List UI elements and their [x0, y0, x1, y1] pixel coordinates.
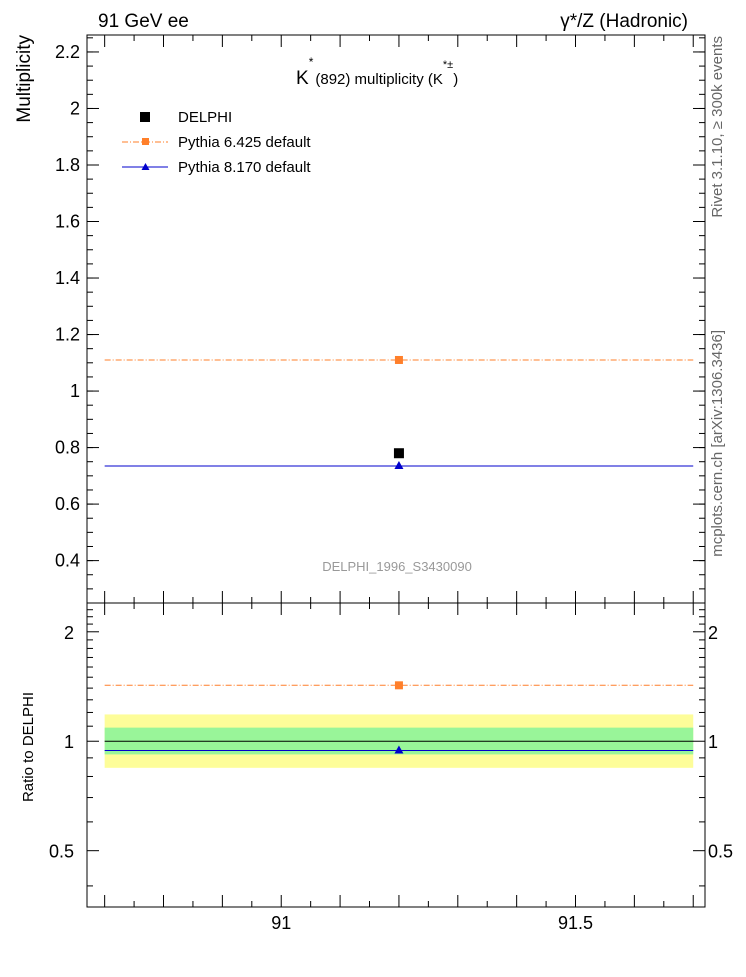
main-y-tick-label: 1 [70, 381, 80, 401]
ratio-pythia8-marker [394, 745, 404, 754]
legend-label-pythia6: Pythia 6.425 default [178, 134, 311, 151]
main-y-tick-label: 1.2 [55, 325, 80, 345]
ratio-pythia6-marker [394, 681, 403, 690]
ratio-y-tick-label-right: 2 [708, 623, 718, 643]
ratio-plot: 0.5 0.5 1 1 2 2 91 91.5 [49, 602, 733, 933]
main-y-tick-label: 2 [70, 98, 80, 118]
main-y-tick-label: 1.8 [55, 155, 80, 175]
legend-label-delphi: DELPHI [178, 109, 232, 126]
ratio-x-tick-label: 91.5 [558, 913, 593, 933]
side-label-bottom: mcplots.cern.ch [arXiv:1306.3436] [709, 330, 726, 557]
main-pythia6-marker [394, 355, 403, 364]
ratio-frame [86, 602, 706, 908]
ratio-y-tick-label-left: 2 [64, 623, 74, 643]
main-y-tick-label: 2.2 [55, 42, 80, 62]
legend-marker-pythia8 [141, 163, 150, 170]
header-left: 91 GeV ee [98, 11, 189, 32]
watermark: DELPHI_1996_S3430090 [322, 559, 472, 574]
legend-label-pythia8: Pythia 8.170 default [178, 159, 311, 176]
ratio-y-tick-label-left: 1 [64, 732, 74, 752]
legend: DELPHI Pythia 6.425 default Pythia 8.170… [122, 109, 311, 176]
header-right: γ*/Z (Hadronic) [560, 11, 688, 32]
ratio-y-tick-label-right: 1 [708, 732, 718, 752]
main-plot: 0.4 0.6 0.8 1 1.2 1.4 1.6 1.8 2 2.2 [55, 34, 706, 604]
ratio-y-tick-label-right: 0.5 [708, 842, 733, 862]
main-pythia8-marker [394, 460, 404, 469]
ratio-ylabel: Ratio to DELPHI [20, 692, 37, 802]
ratio-x-tick-label: 91 [271, 913, 291, 933]
main-y-tick-label: 0.8 [55, 438, 80, 458]
main-y-tick-label: 0.6 [55, 494, 80, 514]
main-y-tick-label: 1.4 [55, 268, 80, 288]
main-y-tick-label: 1.6 [55, 212, 80, 232]
legend-marker-delphi [140, 112, 150, 122]
main-y-tick-label: 0.4 [55, 551, 80, 571]
main-ylabel: Multiplicity [14, 35, 35, 123]
chart-title: K*(892) multiplicity (K*±) [296, 55, 458, 89]
legend-marker-pythia6 [142, 138, 149, 145]
side-label-top: Rivet 3.1.10, ≥ 300k events [709, 36, 726, 218]
main-delphi-marker [393, 448, 404, 459]
ratio-y-tick-label-left: 0.5 [49, 842, 74, 862]
